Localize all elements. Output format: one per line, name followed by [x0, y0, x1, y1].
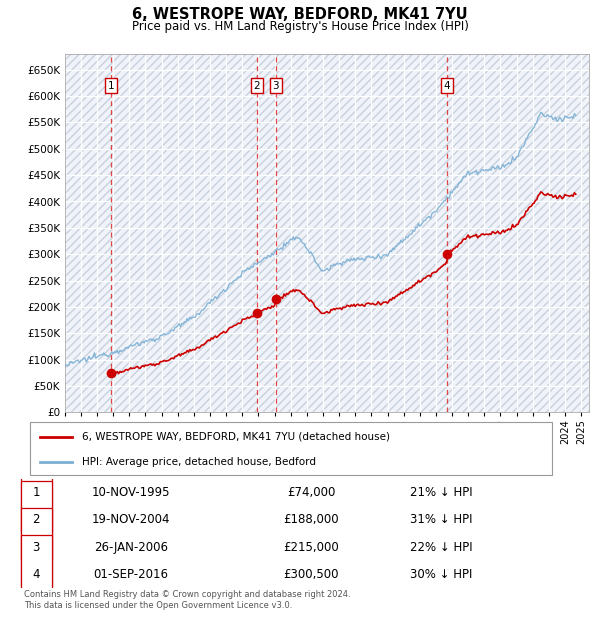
Text: 26-JAN-2006: 26-JAN-2006	[94, 541, 168, 554]
Text: £74,000: £74,000	[287, 486, 335, 499]
Text: 1: 1	[32, 486, 40, 499]
Text: HPI: Average price, detached house, Bedford: HPI: Average price, detached house, Bedf…	[82, 457, 316, 467]
Text: 2: 2	[32, 513, 40, 526]
Text: 22% ↓ HPI: 22% ↓ HPI	[410, 541, 472, 554]
Text: £215,000: £215,000	[283, 541, 339, 554]
Text: 2: 2	[253, 81, 260, 91]
FancyBboxPatch shape	[21, 508, 52, 586]
Text: £300,500: £300,500	[284, 568, 339, 581]
FancyBboxPatch shape	[21, 535, 52, 613]
Text: 6, WESTROPE WAY, BEDFORD, MK41 7YU: 6, WESTROPE WAY, BEDFORD, MK41 7YU	[132, 7, 468, 22]
Text: 01-SEP-2016: 01-SEP-2016	[94, 568, 168, 581]
Text: 3: 3	[32, 541, 40, 554]
Text: 19-NOV-2004: 19-NOV-2004	[92, 513, 170, 526]
FancyBboxPatch shape	[30, 422, 552, 475]
FancyBboxPatch shape	[21, 454, 52, 532]
Text: 4: 4	[32, 568, 40, 581]
Text: Price paid vs. HM Land Registry's House Price Index (HPI): Price paid vs. HM Land Registry's House …	[131, 20, 469, 33]
Text: 6, WESTROPE WAY, BEDFORD, MK41 7YU (detached house): 6, WESTROPE WAY, BEDFORD, MK41 7YU (deta…	[82, 432, 390, 442]
Text: 10-NOV-1995: 10-NOV-1995	[92, 486, 170, 499]
Text: 31% ↓ HPI: 31% ↓ HPI	[410, 513, 472, 526]
Text: £188,000: £188,000	[283, 513, 339, 526]
Text: 1: 1	[108, 81, 115, 91]
Text: 21% ↓ HPI: 21% ↓ HPI	[410, 486, 472, 499]
Text: 3: 3	[272, 81, 279, 91]
Text: 4: 4	[443, 81, 450, 91]
FancyBboxPatch shape	[21, 481, 52, 559]
Text: 30% ↓ HPI: 30% ↓ HPI	[410, 568, 472, 581]
Text: Contains HM Land Registry data © Crown copyright and database right 2024.
This d: Contains HM Land Registry data © Crown c…	[24, 590, 350, 609]
